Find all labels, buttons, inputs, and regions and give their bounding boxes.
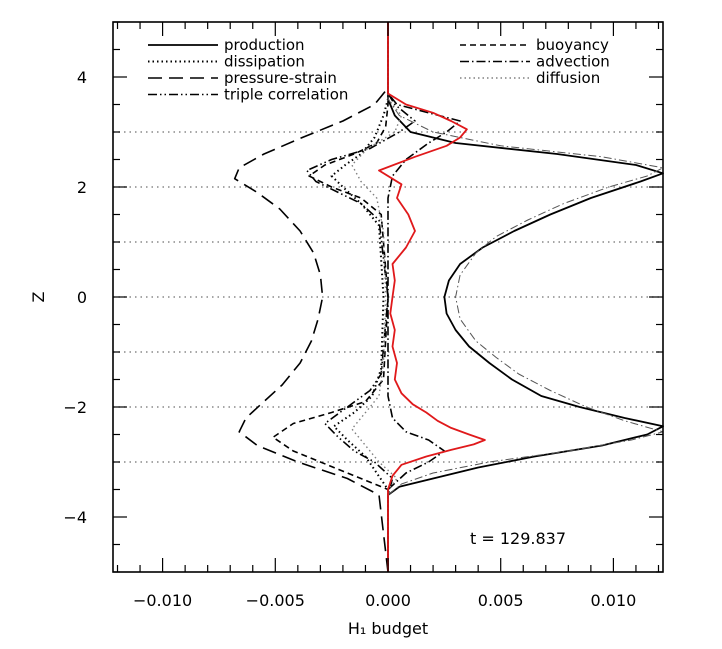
legend-label: buoyancy (536, 36, 609, 54)
x-tick-label: 0.010 (591, 591, 637, 610)
series-line-series-8 (378, 22, 486, 572)
series-line-triple-correlation (306, 22, 416, 572)
legend-label: production (224, 36, 305, 54)
x-tick-label: −0.005 (246, 591, 305, 610)
series-line-pressure-strain (233, 22, 389, 573)
ticks: −0.010 −0.005 0.000 0.005 0.010 −4 −2 0 2 4 (63, 21, 663, 610)
x-tick-label: 0.000 (365, 591, 411, 610)
legend-label: diffusion (536, 69, 600, 87)
x-tick-label: −0.010 (133, 591, 192, 610)
series-line-advection (387, 22, 461, 572)
y-tick-label: 0 (77, 288, 87, 307)
legend-label: advection (536, 53, 610, 71)
y-tick-label: 2 (77, 178, 87, 197)
legend-label: triple correlation (224, 86, 348, 104)
x-tick-label: 0.005 (478, 591, 524, 610)
y-axis-label: Z (29, 291, 48, 302)
x-axis-label: H₁ budget (348, 619, 428, 638)
y-tick-label: −4 (63, 508, 87, 527)
time-annotation: t = 129.837 (470, 529, 566, 548)
y-tick-label: 4 (77, 68, 87, 87)
legend: productiondissipationpressure-straintrip… (148, 36, 610, 104)
series-lines (233, 22, 664, 573)
legend-label: dissipation (224, 53, 305, 71)
y-tick-label: −2 (63, 398, 87, 417)
series-line-dissipation (330, 22, 389, 572)
series-line-series-7 (387, 22, 664, 572)
legend-label: pressure-strain (224, 69, 337, 87)
